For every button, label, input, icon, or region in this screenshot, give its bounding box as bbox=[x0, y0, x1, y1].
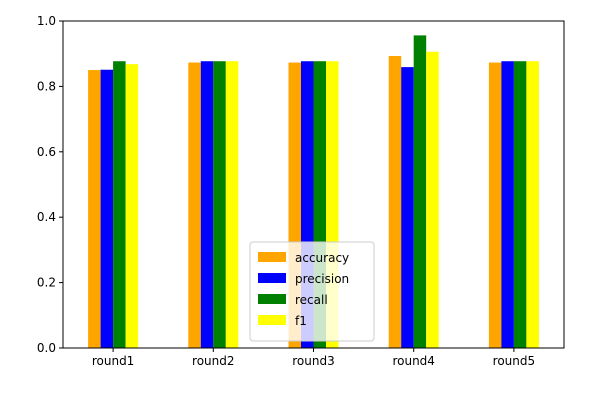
bar-precision-round2 bbox=[200, 61, 214, 348]
bar-precision-round5 bbox=[501, 61, 514, 348]
legend-label-accuracy: accuracy bbox=[295, 251, 349, 265]
bar-accuracy-round2 bbox=[188, 62, 201, 348]
bar-f1-round4 bbox=[426, 51, 439, 349]
y-tick-label: 1.0 bbox=[37, 14, 56, 28]
bar-recall-round5 bbox=[513, 61, 527, 348]
y-tick-label: 0.6 bbox=[37, 145, 56, 159]
y-tick-label: 0.4 bbox=[37, 210, 56, 224]
y-tick-label: 0.8 bbox=[37, 79, 56, 93]
x-tick-label: round5 bbox=[493, 354, 535, 368]
legend-swatch-recall bbox=[258, 294, 286, 304]
x-tick-label: round3 bbox=[292, 354, 334, 368]
bar-f1-round1 bbox=[125, 64, 139, 348]
bar-f1-round2 bbox=[225, 61, 239, 348]
y-tick-label: 0.0 bbox=[37, 341, 56, 355]
bar-accuracy-round1 bbox=[88, 70, 101, 349]
legend-label-recall: recall bbox=[295, 293, 328, 307]
legend-label-f1: f1 bbox=[295, 314, 307, 328]
x-tick-label: round4 bbox=[392, 354, 434, 368]
bar-recall-round4 bbox=[413, 35, 427, 348]
legend: accuracy precision recall f1 bbox=[249, 241, 375, 342]
axes-layer: 0.0 0.2 0.4 0.6 0.8 1.0 round1 round2 round3 roun… bbox=[37, 14, 565, 368]
bar-precision-round1 bbox=[100, 69, 114, 348]
x-tick-label: round2 bbox=[192, 354, 234, 368]
legend-swatch-f1 bbox=[258, 315, 286, 325]
bar-f1-round5 bbox=[526, 61, 539, 348]
y-tick-label: 0.2 bbox=[37, 276, 56, 290]
bar-precision-round4 bbox=[401, 67, 414, 349]
bar-accuracy-round4 bbox=[388, 55, 402, 349]
bar-accuracy-round5 bbox=[488, 62, 502, 348]
legend-swatch-precision bbox=[258, 273, 286, 283]
legend-swatch-accuracy bbox=[258, 252, 286, 262]
bar-recall-round2 bbox=[213, 61, 226, 348]
x-tick-label: round1 bbox=[92, 354, 134, 368]
bar-recall-round1 bbox=[113, 61, 126, 348]
legend-label-precision: precision bbox=[295, 272, 349, 286]
